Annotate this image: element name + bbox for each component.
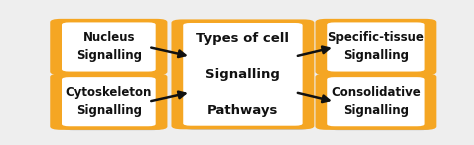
FancyBboxPatch shape bbox=[183, 23, 302, 126]
FancyBboxPatch shape bbox=[327, 24, 432, 75]
FancyBboxPatch shape bbox=[62, 79, 163, 130]
FancyBboxPatch shape bbox=[62, 77, 155, 126]
FancyBboxPatch shape bbox=[62, 22, 155, 71]
FancyBboxPatch shape bbox=[50, 19, 167, 75]
FancyBboxPatch shape bbox=[172, 19, 314, 129]
FancyBboxPatch shape bbox=[327, 79, 432, 130]
FancyBboxPatch shape bbox=[327, 22, 425, 71]
FancyBboxPatch shape bbox=[62, 24, 163, 75]
Text: Nucleus
Signalling: Nucleus Signalling bbox=[76, 31, 142, 62]
FancyBboxPatch shape bbox=[327, 77, 425, 126]
FancyBboxPatch shape bbox=[316, 19, 437, 75]
FancyBboxPatch shape bbox=[50, 74, 167, 130]
FancyBboxPatch shape bbox=[183, 25, 310, 130]
FancyBboxPatch shape bbox=[316, 74, 437, 130]
Text: Consolidative
Signalling: Consolidative Signalling bbox=[331, 86, 421, 117]
Text: Specific-tissue
Signalling: Specific-tissue Signalling bbox=[328, 31, 424, 62]
Text: Types of cell

Signalling

Pathways: Types of cell Signalling Pathways bbox=[196, 32, 290, 117]
Text: Cytoskeleton
Signalling: Cytoskeleton Signalling bbox=[66, 86, 152, 117]
